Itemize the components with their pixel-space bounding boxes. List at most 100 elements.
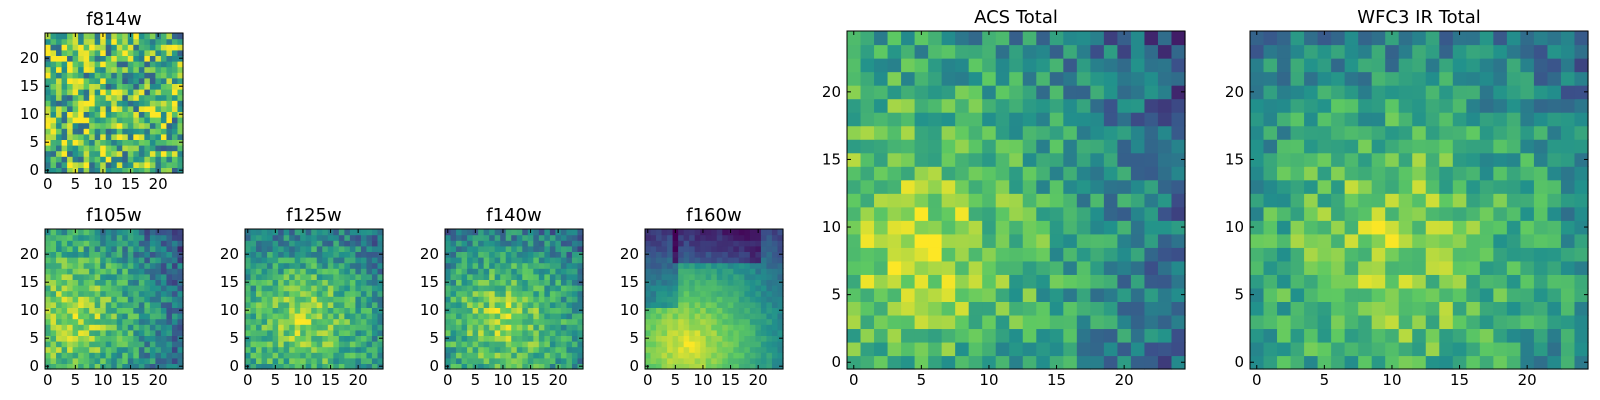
heatmap-cell xyxy=(267,335,274,342)
heatmap-cell xyxy=(83,122,90,129)
heatmap-cell xyxy=(461,318,468,325)
heatmap-cell xyxy=(250,229,257,236)
heatmap-cell xyxy=(245,296,252,303)
heatmap-cell xyxy=(1250,314,1265,330)
heatmap-cell xyxy=(177,38,184,45)
heatmap-cell xyxy=(177,100,184,107)
heatmap-cell xyxy=(968,193,983,208)
heatmap-cell xyxy=(1371,179,1386,194)
heatmap-cell xyxy=(749,240,756,247)
heatmap-cell xyxy=(144,117,151,124)
heatmap-cell xyxy=(1358,260,1373,275)
heatmap-cell xyxy=(122,77,129,84)
heatmap-cell xyxy=(941,247,956,262)
heatmap-cell xyxy=(300,313,307,320)
heatmap-cell xyxy=(344,296,351,303)
heatmap-cell xyxy=(78,139,85,146)
heatmap-cell xyxy=(338,279,345,286)
heatmap-cell xyxy=(166,251,173,258)
heatmap-cell xyxy=(1250,206,1265,221)
heatmap-cell xyxy=(100,313,107,320)
heatmap-cell xyxy=(89,245,96,252)
heatmap-cell xyxy=(527,296,534,303)
heatmap-cell xyxy=(1425,152,1440,167)
heatmap-cell xyxy=(656,318,663,325)
heatmap-cell xyxy=(78,128,85,135)
heatmap-cell xyxy=(72,357,79,364)
heatmap-cell xyxy=(656,273,663,280)
heatmap-cell xyxy=(1520,314,1535,330)
heatmap-cell xyxy=(887,233,902,248)
heatmap-cell xyxy=(1479,98,1494,113)
heatmap-cell xyxy=(83,89,90,96)
heatmap-cell xyxy=(505,234,512,241)
heatmap-cell xyxy=(549,346,556,353)
heatmap-cell xyxy=(1371,274,1386,289)
heatmap-cell xyxy=(1560,247,1576,262)
heatmap-cell xyxy=(72,156,79,163)
heatmap-cell xyxy=(560,234,568,241)
heatmap-cell xyxy=(133,318,140,325)
heatmap-cell xyxy=(166,346,173,353)
heatmap-cell xyxy=(1063,166,1078,181)
heatmap-cell xyxy=(171,83,179,90)
heatmap-cell xyxy=(1117,301,1132,316)
heatmap-cell xyxy=(1130,139,1146,154)
heatmap-cell xyxy=(256,240,263,247)
heatmap-cell xyxy=(166,55,173,62)
panel-title: ACS Total xyxy=(974,7,1058,28)
heatmap-cell xyxy=(777,296,784,303)
heatmap-cell xyxy=(1331,287,1346,302)
heatmap-cell xyxy=(1090,287,1105,302)
heatmap-cell xyxy=(456,341,463,348)
heatmap-cell xyxy=(694,341,701,348)
heatmap-cell xyxy=(1049,287,1064,302)
heatmap-cell xyxy=(122,150,129,157)
heatmap-cell xyxy=(489,296,496,303)
heatmap-cell xyxy=(478,285,485,292)
heatmap-cell xyxy=(1250,44,1265,59)
heatmap-cell xyxy=(155,117,162,124)
heatmap-cell xyxy=(749,307,756,314)
heatmap-cell xyxy=(533,285,540,292)
heatmap-cell xyxy=(177,240,184,247)
heatmap-cell xyxy=(571,341,579,348)
heatmap-cell xyxy=(527,318,534,325)
heatmap-cell xyxy=(72,240,79,247)
heatmap-cell xyxy=(1130,31,1146,46)
heatmap-cell xyxy=(1090,31,1105,46)
heatmap-cell xyxy=(566,273,573,280)
heatmap-cell xyxy=(771,352,779,359)
heatmap-cell xyxy=(1412,58,1427,73)
heatmap-cell xyxy=(683,329,690,336)
heatmap-cell xyxy=(111,279,118,286)
heatmap-cell xyxy=(1103,274,1118,289)
y-tick-label: 20 xyxy=(220,245,239,263)
heatmap-cell xyxy=(1144,85,1159,100)
heatmap-cell xyxy=(1439,139,1454,154)
heatmap-cell xyxy=(511,301,518,308)
heatmap-cell xyxy=(1144,98,1159,113)
heatmap-cell xyxy=(144,33,151,40)
heatmap-cell xyxy=(177,122,184,129)
heatmap-cell xyxy=(294,240,301,247)
heatmap-cell xyxy=(1063,355,1078,370)
heatmap-cell xyxy=(941,301,956,316)
heatmap-cell xyxy=(116,313,123,320)
heatmap-cell xyxy=(1493,206,1508,221)
heatmap-cell xyxy=(116,240,123,247)
heatmap-cell xyxy=(478,251,485,258)
heatmap-cell xyxy=(874,314,889,330)
heatmap-cell xyxy=(571,290,579,297)
heatmap-cell xyxy=(478,335,485,342)
heatmap-cell xyxy=(155,105,162,112)
heatmap-cell xyxy=(122,89,129,96)
heatmap-cell xyxy=(1344,125,1359,140)
heatmap-cell xyxy=(283,296,290,303)
heatmap-cell xyxy=(344,262,351,269)
heatmap-cell xyxy=(61,55,68,62)
heatmap-cell xyxy=(683,346,690,353)
heatmap-cell xyxy=(678,313,685,320)
heatmap-cell xyxy=(127,72,134,79)
heatmap-cell xyxy=(705,268,712,275)
